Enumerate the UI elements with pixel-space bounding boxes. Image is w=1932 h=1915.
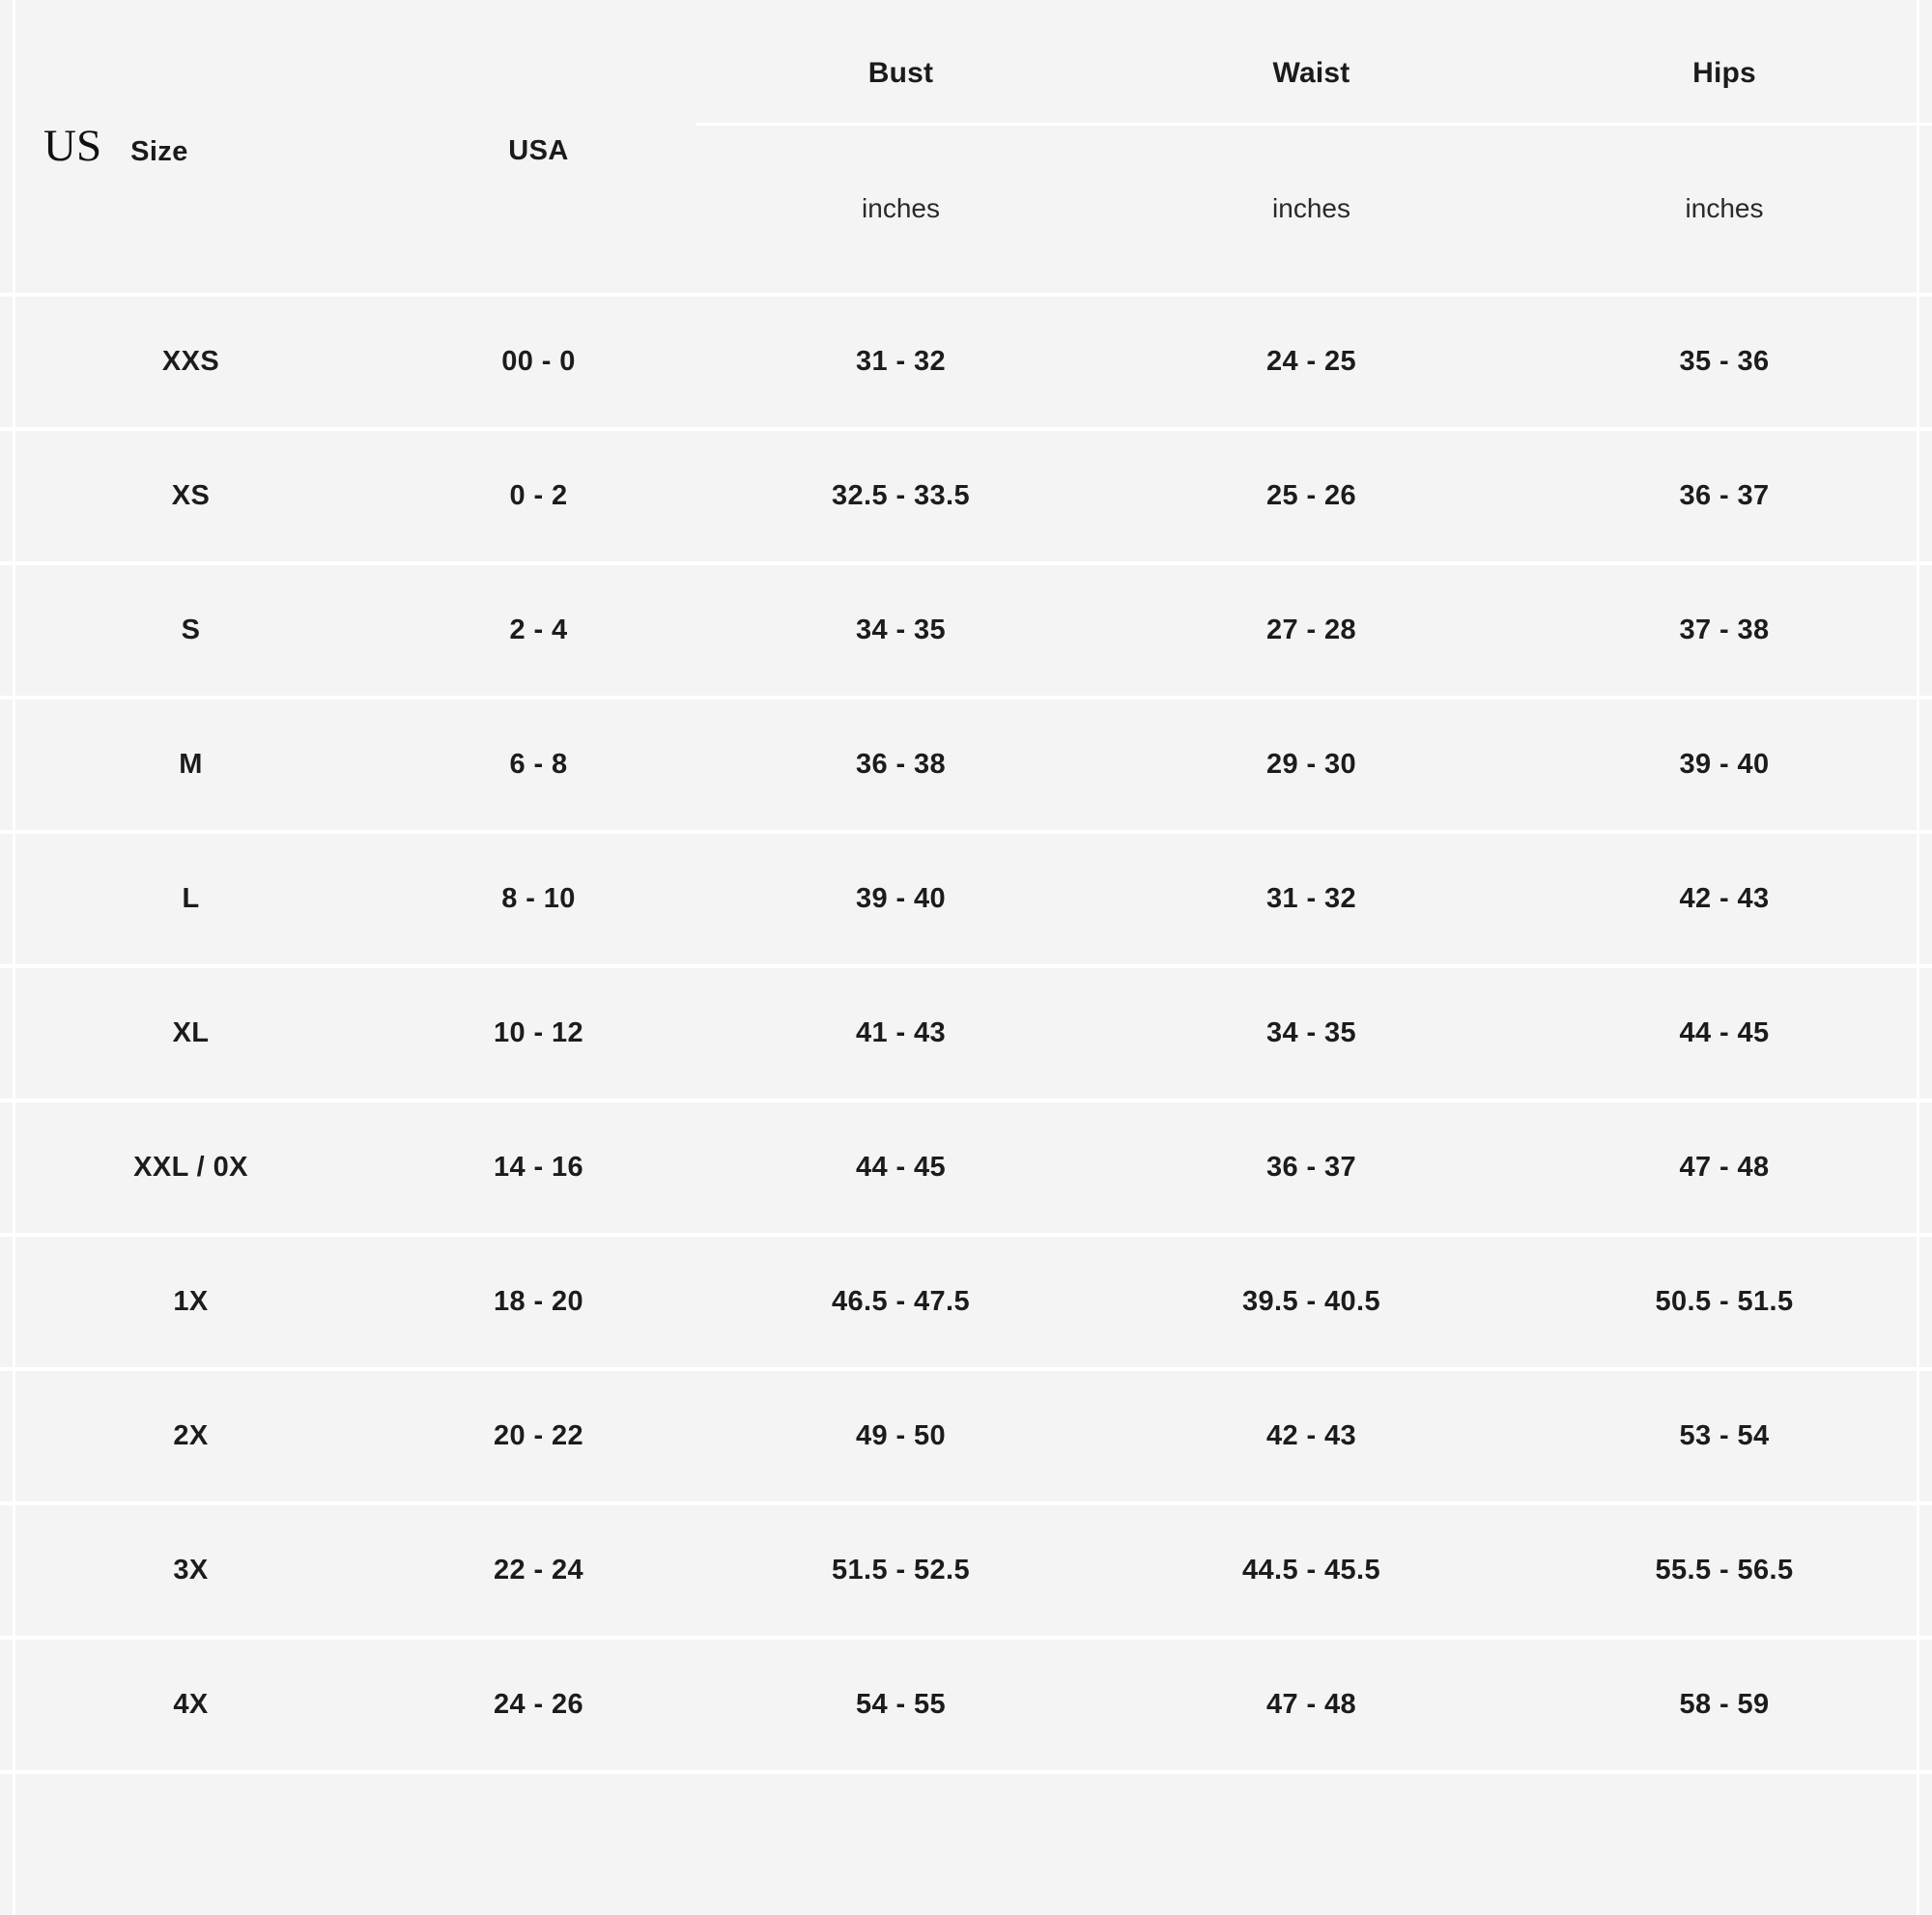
group-header-usa-spacer	[382, 0, 696, 124]
cell-usa: 22 - 24	[382, 1503, 696, 1640]
cell-size: L	[0, 832, 382, 968]
table-row: 4X 24 - 26 54 - 55 47 - 48 58 - 59	[0, 1638, 1932, 1774]
region-label: US	[43, 121, 102, 171]
cell-usa: 0 - 2	[382, 429, 696, 565]
column-header-waist: Waist	[1106, 0, 1517, 126]
cell-usa: 2 - 4	[382, 563, 696, 700]
column-header-usa: USA	[508, 135, 569, 166]
cell-waist: 29 - 30	[1106, 698, 1517, 834]
cell-usa: 14 - 16	[382, 1100, 696, 1237]
column-header-size-cell: US Size	[0, 124, 382, 297]
column-header-usa-cell: USA	[382, 124, 696, 297]
table-row: XL 10 - 12 41 - 43 34 - 35 44 - 45	[0, 966, 1932, 1102]
cell-bust: 49 - 50	[696, 1369, 1106, 1505]
column-header-size: Size	[130, 136, 188, 167]
cell-waist: 44.5 - 45.5	[1106, 1503, 1517, 1640]
size-header-group: US Size	[0, 124, 382, 178]
cell-usa: 20 - 22	[382, 1369, 696, 1505]
cell-bust: 36 - 38	[696, 698, 1106, 834]
cell-waist: 36 - 37	[1106, 1100, 1517, 1237]
cell-size: M	[0, 698, 382, 834]
cell-hips: 39 - 40	[1517, 698, 1932, 834]
cell-waist: 34 - 35	[1106, 966, 1517, 1102]
cell-waist: 39.5 - 40.5	[1106, 1235, 1517, 1371]
cell-bust: 34 - 35	[696, 563, 1106, 700]
cell-waist: 24 - 25	[1106, 295, 1517, 431]
cell-size: XS	[0, 429, 382, 565]
table-row: 3X 22 - 24 51.5 - 52.5 44.5 - 45.5 55.5 - 56…	[0, 1503, 1932, 1640]
cell-usa: 6 - 8	[382, 698, 696, 834]
column-header-hips: Hips	[1517, 0, 1932, 126]
cell-waist: 47 - 48	[1106, 1638, 1517, 1774]
size-chart-table: Bust Waist Hips US Size USA inches inche…	[0, 0, 1932, 1774]
cell-bust: 41 - 43	[696, 966, 1106, 1102]
column-header-bust: Bust	[696, 0, 1106, 126]
cell-hips: 58 - 59	[1517, 1638, 1932, 1774]
cell-bust: 39 - 40	[696, 832, 1106, 968]
cell-waist: 31 - 32	[1106, 832, 1517, 968]
table-row: XXL / 0X 14 - 16 44 - 45 36 - 37 47 - 48	[0, 1100, 1932, 1237]
cell-hips: 37 - 38	[1517, 563, 1932, 700]
cell-size: XL	[0, 966, 382, 1102]
table-row: XXS 00 - 0 31 - 32 24 - 25 35 - 36	[0, 295, 1932, 431]
cell-hips: 44 - 45	[1517, 966, 1932, 1102]
group-header-size-spacer	[0, 0, 382, 124]
cell-size: 3X	[0, 1503, 382, 1640]
cell-bust: 54 - 55	[696, 1638, 1106, 1774]
cell-hips: 42 - 43	[1517, 832, 1932, 968]
cell-waist: 25 - 26	[1106, 429, 1517, 565]
table-row: XS 0 - 2 32.5 - 33.5 25 - 26 36 - 37	[0, 429, 1932, 565]
cell-hips: 47 - 48	[1517, 1100, 1932, 1237]
cell-hips: 55.5 - 56.5	[1517, 1503, 1932, 1640]
cell-hips: 53 - 54	[1517, 1369, 1932, 1505]
table-row: 1X 18 - 20 46.5 - 47.5 39.5 - 40.5 50.5 - 51…	[0, 1235, 1932, 1371]
cell-usa: 8 - 10	[382, 832, 696, 968]
unit-header-row: US Size USA inches inches inches	[0, 124, 1932, 297]
measurement-group-header-row: Bust Waist Hips	[0, 0, 1932, 126]
table-header: Bust Waist Hips US Size USA inches inche…	[0, 0, 1932, 297]
unit-label-bust: inches	[696, 124, 1106, 297]
unit-label-hips: inches	[1517, 124, 1932, 297]
cell-usa: 18 - 20	[382, 1235, 696, 1371]
cell-waist: 42 - 43	[1106, 1369, 1517, 1505]
cell-size: 4X	[0, 1638, 382, 1774]
cell-bust: 46.5 - 47.5	[696, 1235, 1106, 1371]
cell-size: 1X	[0, 1235, 382, 1371]
table-body: XXS 00 - 0 31 - 32 24 - 25 35 - 36 XS 0 - 2 32.…	[0, 295, 1932, 1774]
cell-size: XXL / 0X	[0, 1100, 382, 1237]
unit-label-waist: inches	[1106, 124, 1517, 297]
cell-hips: 50.5 - 51.5	[1517, 1235, 1932, 1371]
cell-waist: 27 - 28	[1106, 563, 1517, 700]
cell-bust: 44 - 45	[696, 1100, 1106, 1237]
cell-hips: 36 - 37	[1517, 429, 1932, 565]
cell-bust: 32.5 - 33.5	[696, 429, 1106, 565]
cell-bust: 51.5 - 52.5	[696, 1503, 1106, 1640]
cell-usa: 10 - 12	[382, 966, 696, 1102]
cell-bust: 31 - 32	[696, 295, 1106, 431]
table-row: 2X 20 - 22 49 - 50 42 - 43 53 - 54	[0, 1369, 1932, 1505]
cell-size: XXS	[0, 295, 382, 431]
cell-size: S	[0, 563, 382, 700]
cell-size: 2X	[0, 1369, 382, 1505]
cell-usa: 24 - 26	[382, 1638, 696, 1774]
cell-hips: 35 - 36	[1517, 295, 1932, 431]
cell-usa: 00 - 0	[382, 295, 696, 431]
